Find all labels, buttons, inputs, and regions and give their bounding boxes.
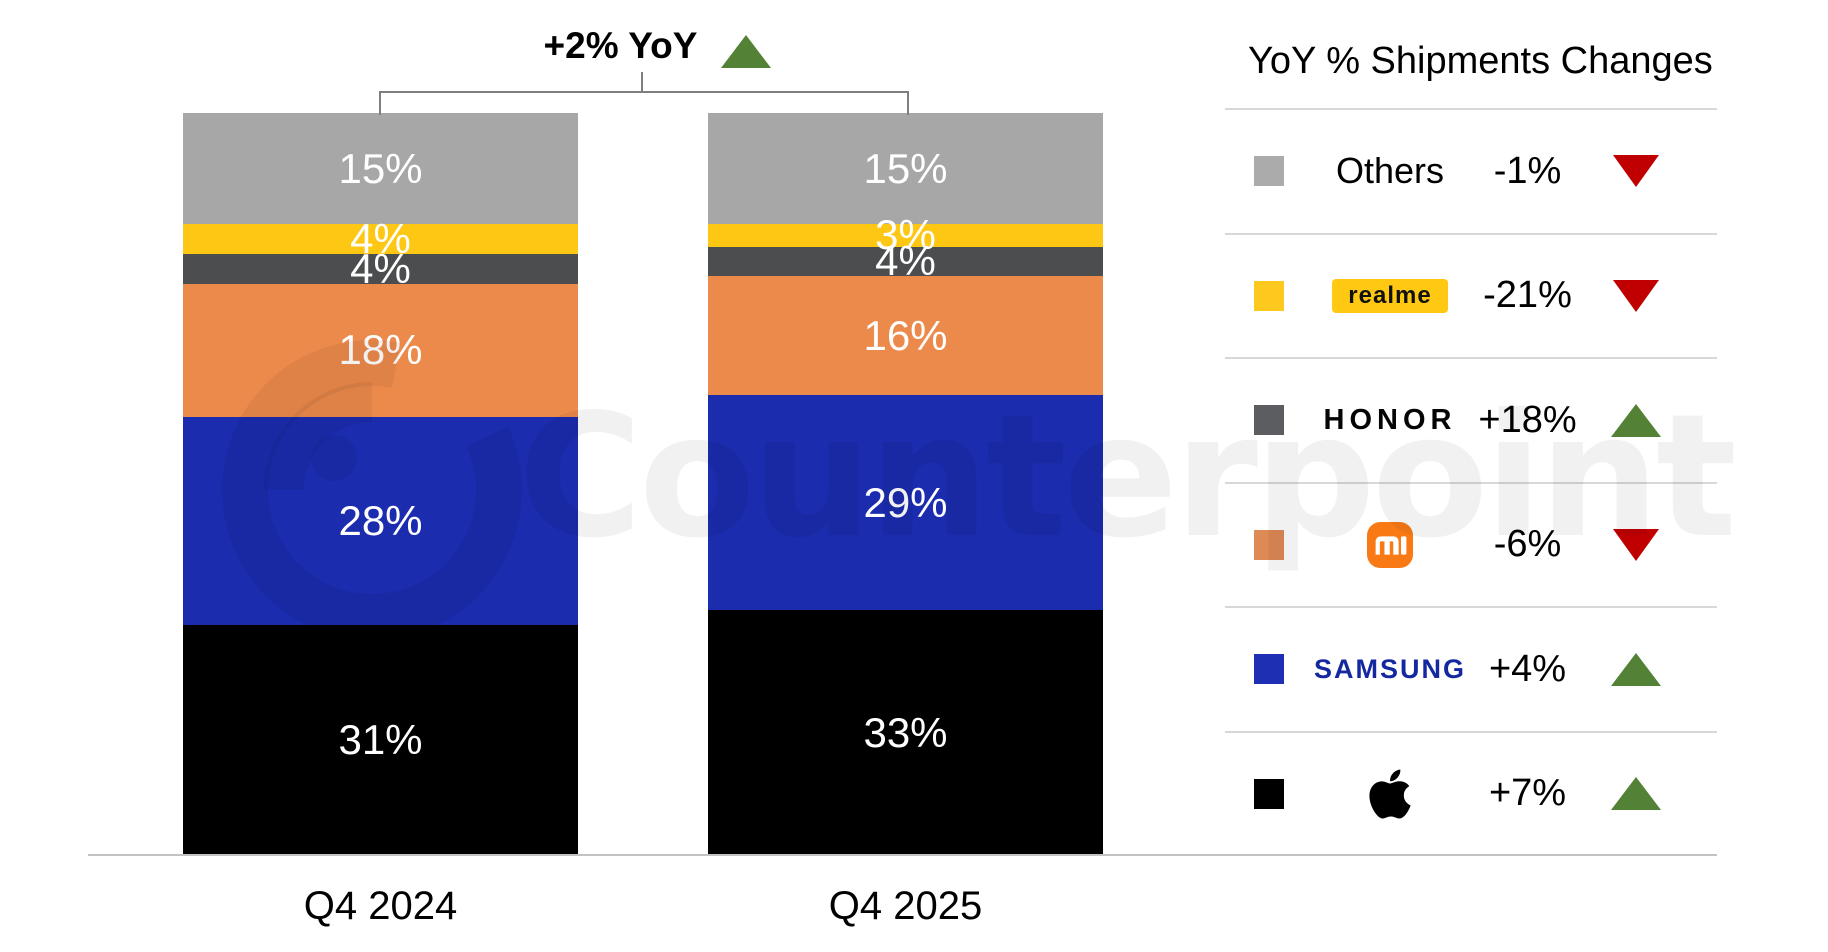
segment-value-label: 18% [338,326,423,374]
legend-swatch-others [1254,156,1284,187]
yoy-up-triangle-icon [1611,777,1661,811]
brand-label-others: Others [1335,150,1445,192]
yoy-up-triangle-icon [1611,652,1661,686]
legend-brand-cell: SAMSUNG [1300,608,1480,731]
legend-trend-cell [1608,733,1664,856]
legend-row-apple: +7% [1225,733,1717,856]
segment-value-label: 28% [338,497,423,545]
segment-value-label: 33% [863,708,948,756]
legend-swatch-samsung [1254,654,1284,685]
yoy-up-triangle-icon [1611,403,1661,437]
segment-value-label: 31% [338,715,423,763]
legend-yoy-value: -6% [1493,523,1562,566]
yoy-down-triangle-icon [1613,528,1659,561]
segment-value-label: 29% [863,478,948,526]
legend-swatch-apple [1254,778,1284,809]
segment-apple: 33% [708,610,1103,855]
stacked-bar-q4-2024: 15% 4% 4% 18% 28% 31% [183,113,578,855]
legend-brand-cell: Others [1300,110,1480,233]
segment-realme: 3% [708,214,1103,256]
legend-yoy-value: +4% [1488,647,1567,690]
apple-logo-icon [1368,766,1412,822]
legend-row-realme: realme -21% [1225,235,1717,359]
yoy-bracket [379,91,909,115]
yoy-down-triangle-icon [1613,155,1659,188]
legend-row-samsung: SAMSUNG +4% [1225,608,1717,733]
legend-swatch-xiaomi [1254,529,1284,560]
segment-realme: 4% [183,218,578,260]
legend-brand-cell: HONOR [1300,359,1480,482]
legend-brand-cell: realme [1300,235,1480,358]
legend-swatch-realme [1254,280,1284,311]
segment-xiaomi: 16% [708,276,1103,395]
segment-samsung: 29% [708,394,1103,611]
segment-value-label: 4% [875,237,936,285]
legend-yoy-value: +18% [1478,398,1577,441]
chart-title: +2% YoY [395,20,920,70]
segment-value-label: 3% [875,211,936,259]
segment-xiaomi: 18% [183,283,578,418]
segment-honor: 4% [708,240,1103,282]
legend-brand-cell [1300,733,1480,856]
legend: YoY % Shipments Changes Others -1% realme -… [1225,0,1717,855]
honor-logo: HONOR [1323,403,1457,436]
segment-others: 15% [708,113,1103,225]
yoy-total-label: +2% YoY [543,24,698,66]
legend-yoy-value: -1% [1493,149,1562,192]
segment-value-label: 15% [863,144,948,192]
legend-swatch-honor [1254,405,1284,436]
legend-title: YoY % Shipments Changes [1248,40,1713,82]
legend-row-others: Others -1% [1225,110,1717,235]
legend-row-honor: HONOR +18% [1225,359,1717,484]
xiaomi-mi-logo [1367,521,1413,568]
legend-trend-cell [1608,235,1664,358]
stacked-bar-q4-2025: 15% 3% 4% 16% 29% 33% [708,113,1103,855]
yoy-bracket-tick [641,72,643,92]
samsung-logo: SAMSUNG [1313,653,1466,684]
legend-trend-cell [1608,110,1664,233]
realme-logo: realme [1332,278,1448,313]
yoy-down-triangle-icon [1613,279,1659,312]
legend-row-xiaomi: -6% [1225,484,1717,608]
legend-trend-cell [1608,484,1664,607]
legend-rows: Others -1% realme -21% HONOR +18% -6% SAMSUNG +4… [1225,108,1717,855]
segment-value-label: 4% [350,215,411,263]
segment-apple: 31% [183,624,578,855]
legend-brand-cell [1300,484,1480,607]
segment-value-label: 16% [863,311,948,359]
legend-yoy-value: -21% [1483,274,1572,317]
segment-samsung: 28% [183,417,578,625]
yoy-up-triangle-icon [721,34,772,68]
x-axis-label-q4-2025: Q4 2025 [828,884,983,928]
legend-trend-cell [1608,359,1664,482]
x-axis-label-q4-2024: Q4 2024 [303,884,458,928]
segment-value-label: 15% [338,144,423,192]
segment-others: 15% [183,113,578,225]
x-axis-line [88,854,1717,856]
legend-yoy-value: +7% [1488,772,1567,815]
segment-honor: 4% [183,247,578,289]
legend-trend-cell [1608,608,1664,731]
segment-value-label: 4% [350,244,411,292]
